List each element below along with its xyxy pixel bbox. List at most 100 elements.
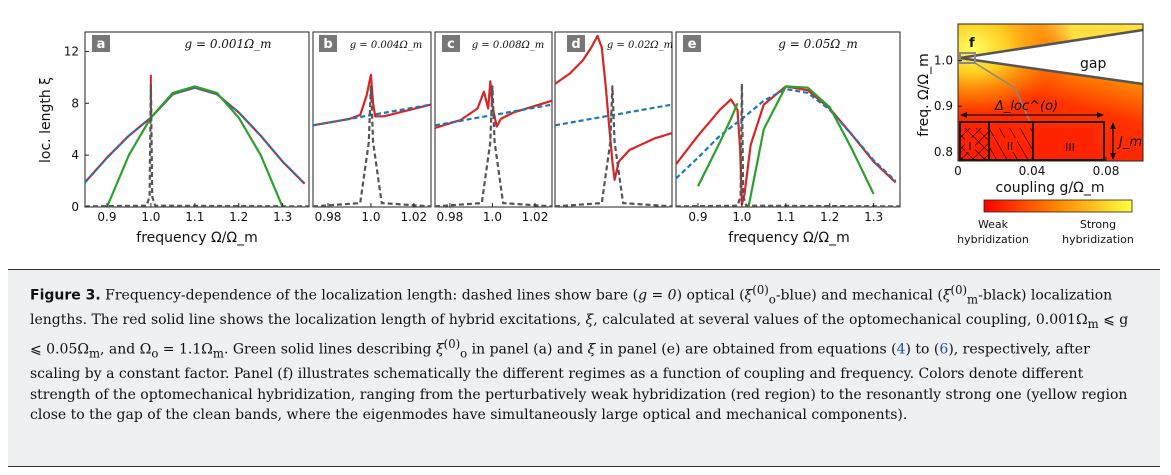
- delta-label: Δ_loc^(o): [994, 99, 1058, 114]
- x-tick-label: 0.98: [315, 210, 342, 224]
- x-tick-label: 1.1: [185, 210, 204, 224]
- jm-label: J_m: [1116, 135, 1142, 150]
- x-tick-label: 0.08: [1093, 164, 1120, 178]
- colorbar-low-label-2: hybridization: [957, 233, 1029, 246]
- colorbar-high-label-2: hybridization: [1062, 233, 1134, 246]
- panel-e-frame: [675, 31, 901, 208]
- series-line-e-1: [675, 87, 897, 182]
- series-line-b-2: [312, 85, 432, 208]
- x-tick-label: 1.0: [483, 210, 502, 224]
- panel-a-xticks: 0.9 1.0 1.1 1.2 1.3: [97, 203, 292, 224]
- series-line-e-3: [747, 85, 875, 208]
- caption-math: ξ: [585, 311, 594, 328]
- series-line-e-0: [675, 85, 897, 206]
- jm-arrow-bottom: [1110, 153, 1116, 160]
- panel-label-b-box: [319, 35, 337, 52]
- panel-e-title: g = 0.05Ω_m: [778, 37, 857, 51]
- panel-label-e: e: [688, 37, 697, 52]
- caption-text: -black) localization lengths. The red so…: [30, 287, 1113, 328]
- panel-d: d g = 0.02Ω_m: [554, 31, 673, 208]
- panel-label-b: b: [323, 37, 332, 52]
- caption-math: o: [460, 346, 468, 361]
- regime-II-label-bg: [1003, 138, 1017, 152]
- y-tick-label: 0: [71, 200, 79, 214]
- caption-math: ξ: [587, 341, 596, 358]
- panel-label-e-box: [683, 35, 701, 52]
- caption-math: ξ: [435, 341, 444, 358]
- panel-f-frame: [957, 23, 1144, 162]
- panel-e-xticks: 0.9 1.0 1.1 1.2 1.3: [688, 203, 883, 224]
- delta-arrow-left: [960, 112, 967, 118]
- panel-b-title: g = 0.004Ω_m: [350, 40, 423, 51]
- panel-f-gap-upper-edge: [959, 28, 1144, 60]
- jm-arrow-top: [1110, 122, 1116, 129]
- caption-text: Frequency-dependence of the localization…: [100, 287, 639, 304]
- x-tick-label: 1.3: [864, 210, 883, 224]
- figure-3: a g = 0.001Ω_m 0 4 8 12 0.9 1.0 1.1 1.2 1.3 fre…: [38, 23, 1144, 246]
- series-line-a-2: [105, 85, 284, 208]
- panel-f-xlabel: coupling g/Ω_m: [996, 180, 1105, 196]
- equation-link-6[interactable]: 6: [939, 341, 949, 358]
- panel-f-gap-marker: [959, 52, 976, 64]
- regime-I-label: I: [968, 140, 971, 153]
- series-line-c-0: [434, 80, 553, 129]
- panel-c-title: g = 0.008Ω_m: [472, 40, 545, 51]
- y-tick-label: 1.0: [934, 54, 953, 68]
- caption-text: , calculated at several values of the op…: [593, 311, 1036, 328]
- caption-math: ξ: [744, 287, 753, 304]
- caption-math: m: [88, 346, 101, 361]
- series-line-a-3: [84, 82, 310, 208]
- panel-label-f: f: [969, 36, 975, 51]
- panel-d-plot: [554, 34, 673, 208]
- panel-f-gap-lower-edge: [959, 56, 1144, 86]
- y-tick-label: 0.9: [934, 99, 953, 113]
- caption-math: ⩽ g ⩽ 0.05Ω: [30, 311, 1129, 358]
- x-tick-label: 1.2: [820, 210, 839, 224]
- panel-c-frame: [434, 31, 553, 208]
- colorbar-high-label-1: Strong: [1080, 218, 1116, 231]
- caption-text: in panel (e) are obtained from equations…: [595, 341, 897, 358]
- x-tick-label: 0.9: [97, 210, 116, 224]
- caption-math: m: [1087, 316, 1099, 331]
- panel-a-title: g = 0.001Ω_m: [184, 37, 271, 51]
- panel-f-yticks: 0.8 0.9 1.0: [934, 54, 962, 159]
- delta-arrow-right: [1097, 112, 1104, 118]
- x-tick-label: 1.1: [776, 210, 795, 224]
- panel-f-marker-line: [974, 62, 1031, 123]
- panel-b: b g = 0.004Ω_m 0.98 1.0 1.02: [312, 31, 432, 224]
- y-tick-label: 12: [64, 44, 79, 58]
- caption-math: g = 0: [638, 287, 677, 304]
- caption-math: Ω: [139, 341, 152, 358]
- caption-math: o: [768, 292, 776, 307]
- panel-label-a-box: [92, 35, 110, 52]
- caption-math: m: [967, 292, 979, 307]
- y-tick-label: 4: [71, 148, 79, 162]
- caption-box: [8, 269, 1160, 467]
- panel-c-xticks: 0.98 1.0 1.02: [437, 203, 548, 224]
- caption-text: . Green solid lines describing: [223, 341, 436, 358]
- series-line-d-2: [554, 85, 673, 208]
- x-tick-label: 1.0: [361, 210, 380, 224]
- caption-text: ) to (: [905, 341, 940, 358]
- y-tick-label: 0.8: [934, 145, 953, 159]
- panel-label-d: d: [571, 37, 580, 52]
- caption-math: 0.001Ω: [1035, 311, 1088, 328]
- series-line-e-2: [697, 102, 739, 187]
- panel-e-plot: [675, 82, 901, 208]
- x-tick-label: 1.3: [273, 210, 292, 224]
- panel-a-frame: [84, 31, 310, 208]
- caption-math: (0): [950, 283, 968, 297]
- panel-a-xlabel: frequency Ω/Ω_m: [136, 230, 257, 246]
- series-line-a-1: [84, 86, 306, 185]
- x-tick-label: 1.0: [732, 210, 751, 224]
- caption-text: in panel (a) and: [467, 341, 588, 358]
- caption-math: m: [212, 346, 224, 361]
- equation-link-4[interactable]: 4: [896, 341, 906, 358]
- x-tick-label: 1.0: [141, 210, 160, 224]
- panel-f-gap-label: gap: [1080, 56, 1106, 72]
- panel-a-ylabel: loc. length ξ: [38, 77, 54, 163]
- y-tick-label: 8: [71, 96, 79, 110]
- x-tick-label: 0.04: [1019, 164, 1046, 178]
- caption-math: o: [151, 346, 159, 361]
- regime-II-label: II: [1007, 140, 1014, 153]
